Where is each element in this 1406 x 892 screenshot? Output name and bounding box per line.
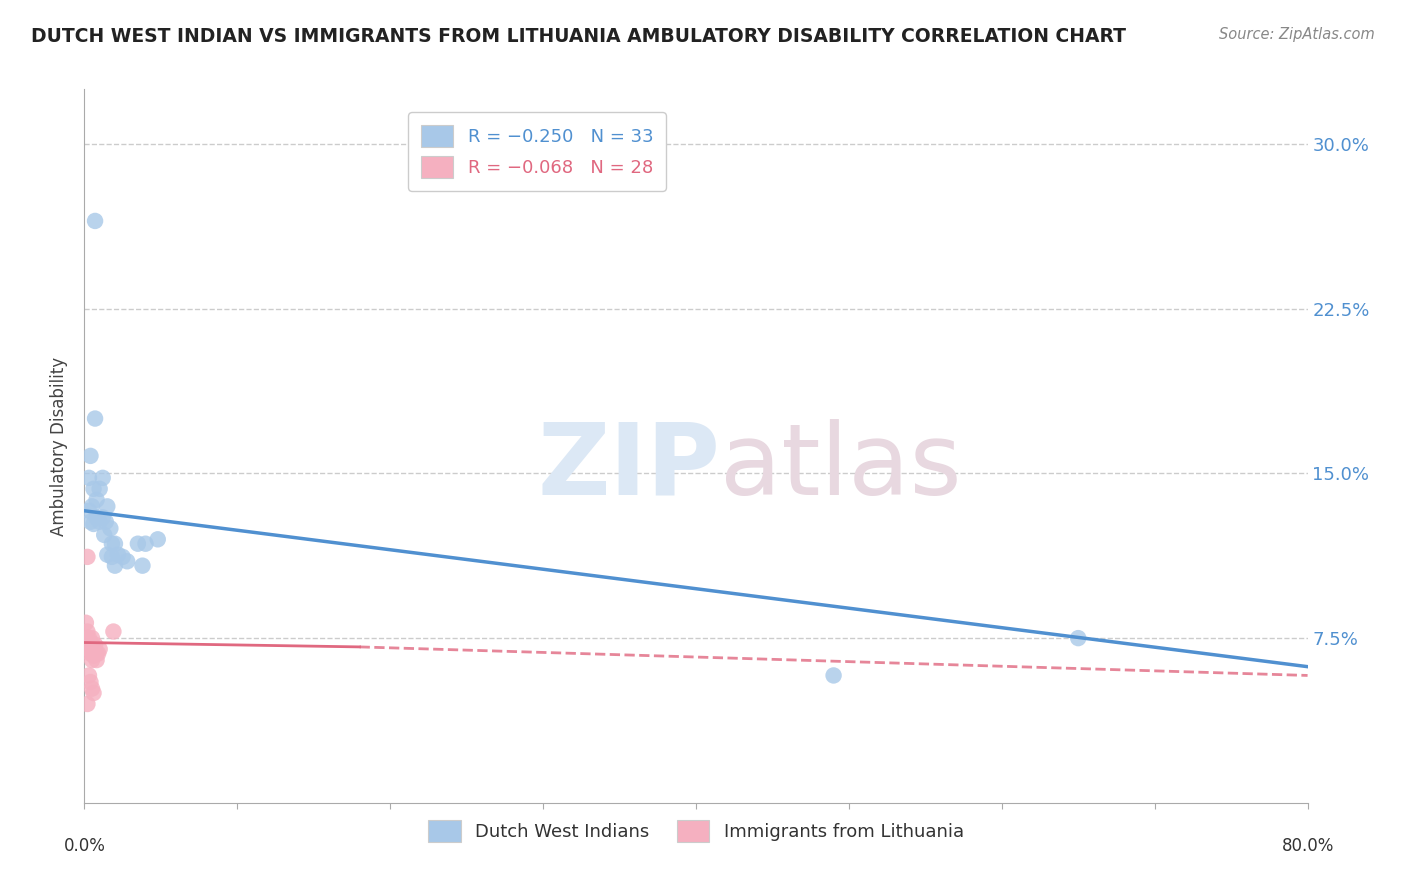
Point bbox=[86, 510, 108, 524]
Point bbox=[80, 647, 103, 661]
Point bbox=[79, 675, 101, 690]
Point bbox=[80, 638, 103, 652]
Point bbox=[94, 515, 117, 529]
Legend: Dutch West Indians, Immigrants from Lithuania: Dutch West Indians, Immigrants from Lith… bbox=[419, 811, 973, 851]
Text: DUTCH WEST INDIAN VS IMMIGRANTS FROM LITHUANIA AMBULATORY DISABILITY CORRELATION: DUTCH WEST INDIAN VS IMMIGRANTS FROM LIT… bbox=[31, 27, 1126, 45]
Point bbox=[80, 681, 103, 696]
Point bbox=[111, 549, 134, 564]
Point bbox=[76, 697, 98, 711]
Point bbox=[77, 668, 100, 682]
Point bbox=[77, 638, 100, 652]
Point bbox=[77, 504, 100, 518]
Point bbox=[115, 554, 138, 568]
Point bbox=[77, 642, 100, 657]
Point bbox=[98, 521, 121, 535]
Point bbox=[91, 510, 114, 524]
Point bbox=[83, 686, 105, 700]
Point bbox=[131, 558, 153, 573]
Point bbox=[80, 500, 103, 514]
Text: 0.0%: 0.0% bbox=[63, 837, 105, 855]
Point bbox=[79, 635, 101, 649]
Point bbox=[89, 642, 111, 657]
Point bbox=[84, 411, 107, 425]
Y-axis label: Ambulatory Disability: Ambulatory Disability bbox=[51, 357, 69, 535]
Point bbox=[79, 647, 101, 661]
Point bbox=[107, 548, 129, 562]
Point bbox=[76, 631, 98, 645]
Point bbox=[87, 647, 110, 661]
Point bbox=[83, 482, 105, 496]
Point bbox=[96, 548, 118, 562]
Point bbox=[146, 533, 169, 547]
Point bbox=[76, 549, 98, 564]
Point bbox=[84, 214, 107, 228]
Point bbox=[86, 653, 108, 667]
Point bbox=[86, 647, 108, 661]
Point bbox=[823, 668, 845, 682]
Point bbox=[103, 624, 125, 639]
Point bbox=[76, 624, 98, 639]
Point bbox=[83, 648, 105, 663]
Point bbox=[89, 515, 111, 529]
Point bbox=[75, 615, 97, 630]
Text: Source: ZipAtlas.com: Source: ZipAtlas.com bbox=[1219, 27, 1375, 42]
Text: 80.0%: 80.0% bbox=[1281, 837, 1334, 855]
Point bbox=[91, 471, 114, 485]
Point bbox=[101, 537, 124, 551]
Point bbox=[79, 449, 101, 463]
Point bbox=[93, 528, 115, 542]
Point bbox=[79, 515, 101, 529]
Point bbox=[104, 537, 127, 551]
Text: atlas: atlas bbox=[720, 419, 962, 516]
Point bbox=[80, 631, 103, 645]
Point bbox=[104, 558, 127, 573]
Point bbox=[77, 471, 100, 485]
Point bbox=[1067, 631, 1090, 645]
Point bbox=[77, 631, 100, 645]
Point bbox=[79, 642, 101, 657]
Text: ZIP: ZIP bbox=[537, 419, 720, 516]
Point bbox=[83, 642, 105, 657]
Point bbox=[89, 482, 111, 496]
Point bbox=[83, 516, 105, 531]
Point bbox=[84, 638, 107, 652]
Point bbox=[127, 537, 149, 551]
Point bbox=[135, 537, 157, 551]
Point bbox=[86, 492, 108, 507]
Point bbox=[84, 647, 107, 661]
Point bbox=[96, 500, 118, 514]
Point bbox=[101, 549, 124, 564]
Point bbox=[80, 653, 103, 667]
